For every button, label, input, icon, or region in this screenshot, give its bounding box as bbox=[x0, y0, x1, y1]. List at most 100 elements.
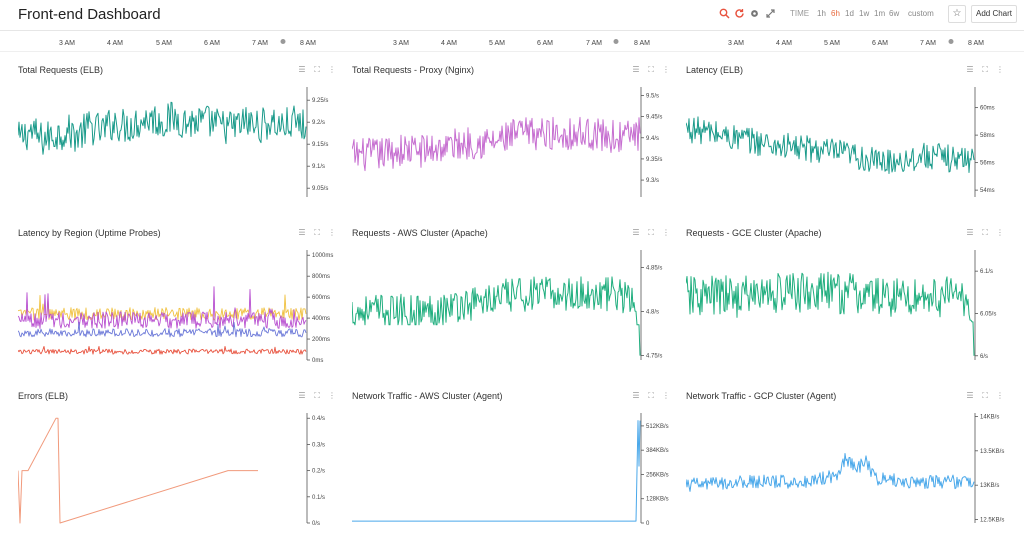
more-icon[interactable]: ⋮ bbox=[662, 65, 670, 74]
range-1d[interactable]: 1d bbox=[845, 9, 854, 18]
time-label: TIME bbox=[790, 9, 810, 18]
series-line bbox=[352, 420, 641, 522]
y-tick-label: 56ms bbox=[980, 161, 995, 167]
time-tick: 6 AM bbox=[204, 40, 220, 47]
chart-panel: Requests - AWS Cluster (Apache) ☰ ⛶ ⋮ 4.85/s… bbox=[352, 228, 672, 378]
chart-panel: Total Requests (ELB) ☰ ⛶ ⋮ 9.25/s 9.2/s 9.15/s… bbox=[18, 65, 338, 215]
range-1m[interactable]: 1m bbox=[874, 9, 886, 18]
line-chart: 6.1/s 6.05/s 6/s bbox=[686, 250, 996, 360]
panel-actions: ☰ ⛶ ⋮ bbox=[632, 228, 672, 238]
series-line bbox=[686, 453, 975, 492]
y-tick-label: 128KB/s bbox=[646, 497, 669, 503]
panel-actions: ☰ ⛶ ⋮ bbox=[298, 65, 338, 75]
menu-icon[interactable]: ☰ bbox=[298, 391, 306, 400]
line-chart: 512KB/s 384KB/s 256KB/s 128KB/s 0 bbox=[352, 413, 669, 527]
series-line bbox=[18, 417, 258, 524]
range-6w[interactable]: 6w bbox=[889, 9, 900, 18]
now-indicator bbox=[280, 39, 286, 44]
menu-icon[interactable]: ☰ bbox=[966, 65, 974, 74]
gear-icon[interactable] bbox=[748, 8, 761, 21]
y-tick-label: 9.1/s bbox=[312, 164, 325, 170]
menu-icon[interactable]: ☰ bbox=[298, 65, 306, 74]
dashboard-header: Front-end Dashboard TIME 1h 6h 1d 1w 1m … bbox=[0, 0, 1024, 31]
series-line bbox=[18, 286, 307, 330]
y-tick-label: 384KB/s bbox=[646, 448, 669, 454]
menu-icon[interactable]: ☰ bbox=[298, 228, 306, 237]
y-tick-label: 9.15/s bbox=[312, 142, 328, 148]
range-1h[interactable]: 1h bbox=[817, 9, 826, 18]
more-icon[interactable]: ⋮ bbox=[662, 228, 670, 237]
panel-title: Requests - AWS Cluster (Apache) bbox=[352, 228, 488, 238]
panel-title: Latency (ELB) bbox=[686, 65, 744, 75]
y-tick-label: 4.75/s bbox=[646, 354, 662, 360]
more-icon[interactable]: ⋮ bbox=[328, 228, 336, 237]
fullscreen-icon[interactable]: ⛶ bbox=[648, 65, 654, 74]
now-indicator bbox=[948, 39, 954, 44]
add-chart-button[interactable]: Add Chart bbox=[971, 5, 1017, 23]
menu-icon[interactable]: ☰ bbox=[966, 391, 974, 400]
y-tick-label: 0 bbox=[646, 521, 650, 527]
y-tick-label: 54ms bbox=[980, 188, 995, 194]
line-chart: 4.85/s 4.8/s 4.75/s bbox=[352, 250, 662, 360]
y-tick-label: 600ms bbox=[312, 295, 330, 301]
fullscreen-icon[interactable]: ⛶ bbox=[982, 65, 988, 74]
line-chart: 9.25/s 9.2/s 9.15/s 9.1/s 9.05/s bbox=[18, 87, 328, 197]
star-button[interactable]: ☆ bbox=[948, 5, 966, 23]
fullscreen-icon[interactable]: ⛶ bbox=[982, 228, 988, 237]
menu-icon[interactable]: ☰ bbox=[632, 391, 640, 400]
y-tick-label: 13.5KB/s bbox=[980, 449, 1004, 455]
series-line bbox=[18, 321, 307, 338]
more-icon[interactable]: ⋮ bbox=[996, 228, 1004, 237]
y-tick-label: 4.8/s bbox=[646, 310, 659, 316]
range-1w[interactable]: 1w bbox=[859, 9, 870, 18]
y-tick-label: 200ms bbox=[312, 337, 330, 343]
time-tick: 7 AM bbox=[586, 40, 602, 47]
search-icon[interactable] bbox=[718, 8, 731, 21]
y-tick-label: 1000ms bbox=[312, 253, 333, 259]
time-tick: 4 AM bbox=[776, 40, 792, 47]
menu-icon[interactable]: ☰ bbox=[966, 228, 974, 237]
chart-panel: Errors (ELB) ☰ ⛶ ⋮ 0.4/s 0.3/s 0.2/s 0.1/s 0/s bbox=[18, 391, 338, 541]
y-tick-label: 0.1/s bbox=[312, 495, 325, 501]
y-tick-label: 0/s bbox=[312, 521, 320, 527]
range-6h[interactable]: 6h bbox=[831, 9, 840, 18]
y-tick-label: 14KB/s bbox=[980, 414, 999, 420]
expand-icon[interactable] bbox=[764, 8, 777, 21]
fullscreen-icon[interactable]: ⛶ bbox=[648, 391, 654, 400]
panel-actions: ☰ ⛶ ⋮ bbox=[966, 391, 1006, 401]
panel-title: Latency by Region (Uptime Probes) bbox=[18, 228, 161, 238]
y-tick-label: 9.5/s bbox=[646, 93, 659, 99]
y-tick-label: 9.2/s bbox=[312, 120, 325, 126]
line-chart: 1000ms 800ms 600ms 400ms 200ms 0ms bbox=[18, 250, 333, 364]
fullscreen-icon[interactable]: ⛶ bbox=[314, 65, 320, 74]
y-tick-label: 9.45/s bbox=[646, 115, 662, 121]
panel-title: Total Requests (ELB) bbox=[18, 65, 104, 75]
y-tick-label: 512KB/s bbox=[646, 424, 669, 430]
chart-panel: Latency (ELB) ☰ ⛶ ⋮ 60ms 58ms 56ms 54ms bbox=[686, 65, 1006, 215]
time-tick: 3 AM bbox=[393, 40, 409, 47]
time-tick: 8 AM bbox=[300, 40, 316, 47]
menu-icon[interactable]: ☰ bbox=[632, 228, 640, 237]
time-tick: 3 AM bbox=[728, 40, 744, 47]
more-icon[interactable]: ⋮ bbox=[662, 391, 670, 400]
panel-actions: ☰ ⛶ ⋮ bbox=[298, 228, 338, 238]
fullscreen-icon[interactable]: ⛶ bbox=[314, 391, 320, 400]
fullscreen-icon[interactable]: ⛶ bbox=[982, 391, 988, 400]
chart-panel: Latency by Region (Uptime Probes) ☰ ⛶ ⋮ 1000… bbox=[18, 228, 338, 378]
refresh-icon[interactable] bbox=[733, 8, 746, 21]
more-icon[interactable]: ⋮ bbox=[996, 391, 1004, 400]
time-tick: 6 AM bbox=[872, 40, 888, 47]
fullscreen-icon[interactable]: ⛶ bbox=[314, 228, 320, 237]
now-indicator bbox=[613, 39, 619, 44]
more-icon[interactable]: ⋮ bbox=[328, 65, 336, 74]
y-tick-label: 12.5KB/s bbox=[980, 518, 1004, 524]
y-tick-label: 0.2/s bbox=[312, 469, 325, 475]
fullscreen-icon[interactable]: ⛶ bbox=[648, 228, 654, 237]
panel-title: Errors (ELB) bbox=[18, 391, 69, 401]
chart-panel: Network Traffic - AWS Cluster (Agent) ☰ ⛶ ⋮… bbox=[352, 391, 672, 541]
more-icon[interactable]: ⋮ bbox=[328, 391, 336, 400]
more-icon[interactable]: ⋮ bbox=[996, 65, 1004, 74]
panel-actions: ☰ ⛶ ⋮ bbox=[298, 391, 338, 401]
menu-icon[interactable]: ☰ bbox=[632, 65, 640, 74]
range-custom[interactable]: custom bbox=[908, 9, 934, 18]
